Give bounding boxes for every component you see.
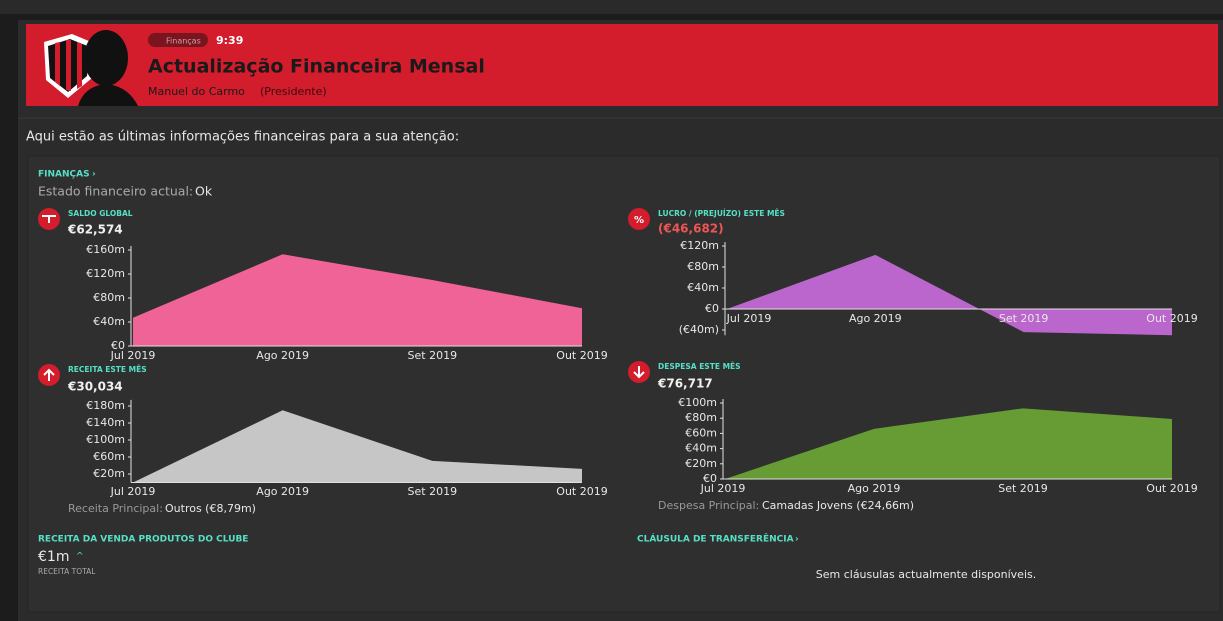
y-tick-label: €80m xyxy=(685,411,717,424)
x-tick-label: Out 2019 xyxy=(1146,482,1197,495)
status-value: Ok xyxy=(195,184,213,199)
x-tick-label: Out 2019 xyxy=(556,485,607,498)
y-tick-label: €160m xyxy=(86,243,125,256)
merch-heading: RECEITA DA VENDA PRODUTOS DO CLUBE xyxy=(38,535,248,545)
transfer-message: Sem cláusulas actualmente disponíveis. xyxy=(816,568,1036,581)
svg-text:%: % xyxy=(634,215,644,226)
header-bar xyxy=(26,24,1218,106)
y-tick-label: €20m xyxy=(93,467,125,480)
x-tick-label: Ago 2019 xyxy=(849,312,902,325)
merch-caption: RECEITA TOTAL xyxy=(38,567,96,576)
x-tick-label: Set 2019 xyxy=(998,482,1048,495)
content-box xyxy=(27,155,1221,613)
chart-value: (€46,682) xyxy=(658,222,724,236)
x-tick-label: Ago 2019 xyxy=(256,349,309,362)
time: 9:39 xyxy=(216,34,243,47)
top-bar xyxy=(0,0,1223,14)
trend-arrow: ^ xyxy=(76,552,84,562)
y-tick-label: €140m xyxy=(86,416,125,429)
transfer-heading[interactable]: CLÁUSULA DE TRANSFERÊNCIA xyxy=(637,533,794,545)
chart-value: €62,574 xyxy=(67,223,123,237)
area xyxy=(133,410,582,483)
x-tick-label: Set 2019 xyxy=(999,312,1049,325)
y-tick-label: €0 xyxy=(703,472,717,485)
area xyxy=(727,254,1172,336)
chart-title: DESPESA ESTE MÊS xyxy=(658,362,741,371)
y-tick-label: €40m xyxy=(687,281,719,294)
y-tick-label: €100m xyxy=(86,433,125,446)
x-tick-label: Jul 2019 xyxy=(110,349,156,362)
merch-value: €1m xyxy=(38,549,69,565)
y-tick-label: €120m xyxy=(680,239,719,252)
chart-title: LUCRO / (PREJUÍZO) ESTE MÊS xyxy=(658,209,785,218)
charts: SALDO GLOBAL €62,574 €0 €40m €80m €120m €160m J… xyxy=(67,209,1198,498)
chevron: › xyxy=(92,170,96,180)
y-tick-label: €80m xyxy=(687,260,719,273)
income-note-value: Outros (€8,79m) xyxy=(165,502,256,515)
y-tick-label: €60m xyxy=(685,426,717,439)
section-heading[interactable]: FINANÇAS xyxy=(38,170,90,180)
chart-value: €30,034 xyxy=(67,380,123,394)
status-label: Estado financeiro actual: xyxy=(38,184,193,199)
y-tick-label: €20m xyxy=(685,457,717,470)
chart-value: €76,717 xyxy=(657,377,713,391)
y-tick-label: €40m xyxy=(93,315,125,328)
manager-silhouette xyxy=(78,30,138,106)
tag-pill xyxy=(148,33,208,47)
message-title: Actualização Financeira Mensal xyxy=(148,56,485,78)
y-tick-label: €0 xyxy=(111,339,125,352)
y-tick-label: (€40m) xyxy=(679,323,719,336)
chart-title: SALDO GLOBAL xyxy=(68,209,133,218)
area xyxy=(133,254,582,346)
x-tick-label: Out 2019 xyxy=(1146,312,1197,325)
y-tick-label: €60m xyxy=(93,450,125,463)
y-tick-label: €180m xyxy=(86,399,125,412)
sender: Manuel do Carmo xyxy=(148,85,245,98)
x-tick-label: Set 2019 xyxy=(408,485,458,498)
x-tick-label: Set 2019 xyxy=(408,349,458,362)
y-tick-label: €40m xyxy=(685,442,717,455)
chart-title: RECEITA ESTE MÊS xyxy=(68,365,147,374)
chevron: › xyxy=(795,535,799,545)
x-tick-label: Ago 2019 xyxy=(848,482,901,495)
y-tick-label: €100m xyxy=(678,396,717,409)
tag: Finanças xyxy=(166,37,201,46)
income-note-label: Receita Principal: xyxy=(68,502,163,515)
chart-icons: % xyxy=(38,208,650,386)
y-tick-label: €80m xyxy=(93,291,125,304)
expense-note-value: Camadas Jovens (€24,66m) xyxy=(762,499,914,512)
y-tick-label: €0 xyxy=(705,302,719,315)
club-badge xyxy=(44,34,96,98)
x-tick-label: Jul 2019 xyxy=(700,482,746,495)
expense-note-label: Despesa Principal: xyxy=(658,499,759,512)
x-tick-label: Ago 2019 xyxy=(256,485,309,498)
x-tick-label: Jul 2019 xyxy=(726,312,772,325)
area xyxy=(725,408,1172,479)
x-tick-label: Out 2019 xyxy=(556,349,607,362)
x-tick-label: Jul 2019 xyxy=(110,485,156,498)
y-tick-label: €120m xyxy=(86,267,125,280)
intro: Aqui estão as últimas informações financ… xyxy=(26,130,459,145)
sender-role: (Presidente) xyxy=(260,85,327,98)
